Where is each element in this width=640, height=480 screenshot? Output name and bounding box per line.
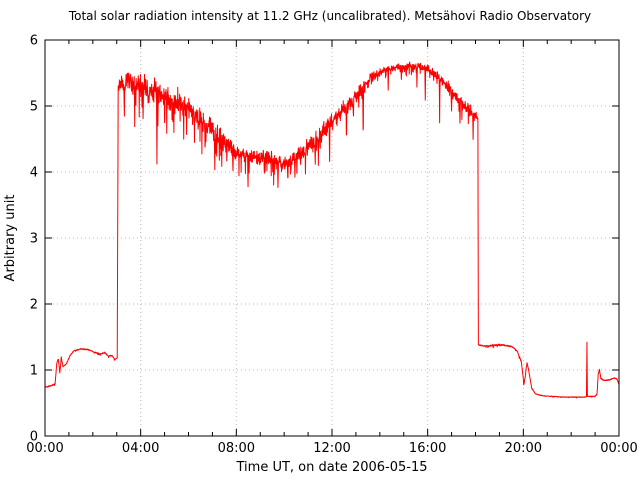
data-series-group [44,61,620,399]
y-tick-label: 6 [30,34,38,49]
x-tick-label: 04:00 [122,441,159,456]
plot-frame [44,39,620,437]
x-axis-label: Time UT, on date 2006-05-15 [236,460,428,475]
x-tick-label: 00:00 [26,441,63,456]
tick-labels: 00:00 04:00 08:00 12:00 16:00 20:00 00:0001234… [26,34,637,457]
x-tick-label: 08:00 [218,441,255,456]
y-tick-label: 2 [30,298,38,313]
x-tick-label: 16:00 [409,441,446,456]
y-tick-label: 5 [30,100,38,115]
x-tick-label: 12:00 [313,441,350,456]
chart-title: Total solar radiation intensity at 11.2 … [68,9,591,23]
y-tick-label: 4 [30,166,38,181]
gridlines [45,40,619,436]
data-series-line [44,61,620,399]
y-axis-label: Arbitrary unit [3,195,18,282]
y-tick-label: 1 [30,364,38,379]
x-tick-label: 20:00 [505,441,542,456]
y-tick-label: 3 [30,232,38,247]
y-tick-label: 0 [30,430,38,445]
x-tick-label: 00:00 [600,441,637,456]
